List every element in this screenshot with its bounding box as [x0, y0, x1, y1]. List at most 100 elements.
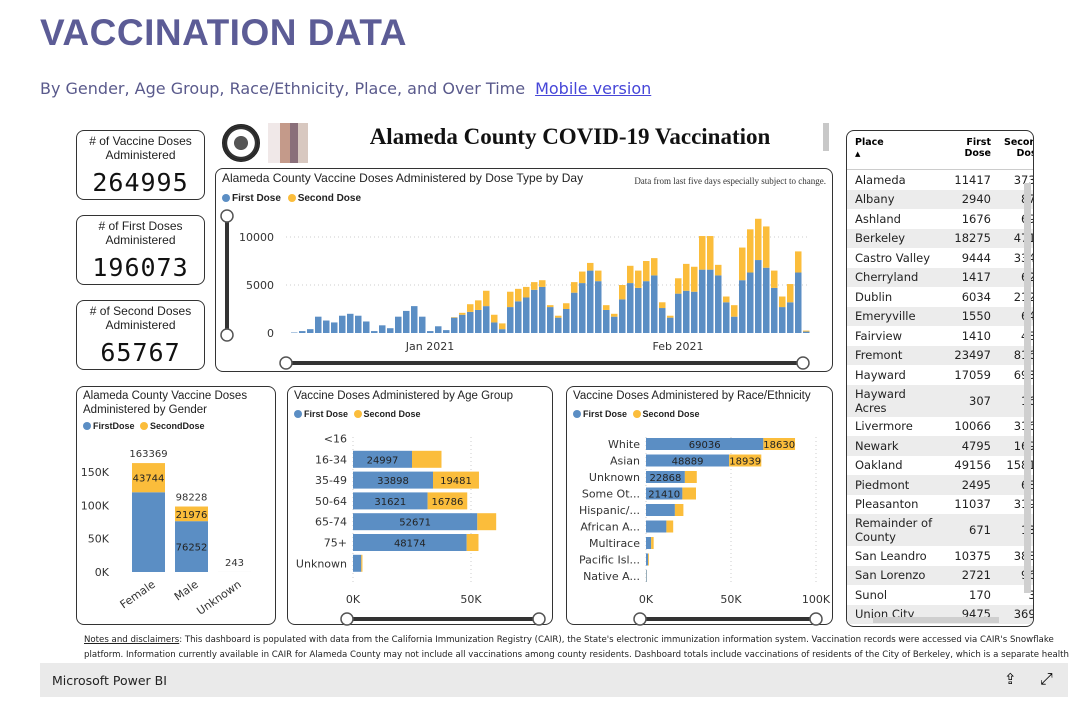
bar-second-dose: [729, 454, 762, 467]
x-range-slider-handle-start[interactable]: [279, 356, 293, 370]
table-row[interactable]: Livermore100663160: [847, 417, 1033, 437]
table-row[interactable]: Dublin60342124: [847, 287, 1033, 307]
place-table[interactable]: Place ▲ First Dose Second Dose Alameda 114…: [846, 130, 1034, 627]
y-category-label: Native A...: [583, 570, 640, 583]
second-dose-label: 19481: [440, 476, 472, 487]
table-row[interactable]: Fairview1410487: [847, 326, 1033, 346]
bar-second-dose: [667, 315, 674, 318]
column-header-first-dose[interactable]: First Dose: [940, 131, 995, 170]
bar-second-dose: [523, 286, 530, 298]
first-dose-cell: 9444: [961, 250, 991, 265]
total-label: 163369: [129, 449, 167, 460]
x-range-slider-handle-end[interactable]: [796, 356, 810, 370]
bar-first-dose: [331, 322, 338, 333]
bar-first-dose: [515, 301, 522, 333]
bar-second-dose: [675, 278, 682, 294]
table-row[interactable]: Cherryland1417628: [847, 267, 1033, 287]
legend-dot-first: [222, 194, 230, 202]
place-cell: Sunol: [855, 587, 888, 602]
bar-second-dose: [491, 314, 498, 323]
bar-second-dose: [427, 492, 468, 510]
bar-second-dose: [747, 229, 754, 273]
bar-first-dose: [363, 321, 370, 333]
bar-first-dose: [411, 306, 418, 333]
bar-first-dose: [132, 492, 165, 572]
dashboard-title: Alameda County COVID-19 Vaccination Dash…: [369, 124, 771, 158]
place-cell: Castro Valley: [855, 250, 931, 265]
place-cell: Cherryland: [847, 267, 941, 287]
bar-second-dose: [175, 506, 208, 522]
table-row[interactable]: Oakland4915615819: [847, 456, 1033, 476]
table-row[interactable]: Berkeley182754710: [847, 228, 1033, 248]
x-range-slider-handle-start[interactable]: [340, 612, 354, 626]
kpi-second-doses: # of Second Doses Administered 65767: [76, 300, 205, 370]
bar-first-dose: [353, 450, 412, 468]
legend-dot-second: [287, 194, 296, 202]
title-scrollbar[interactable]: [823, 123, 829, 151]
place-cell: Ashland: [855, 211, 901, 226]
column-header-second-dose[interactable]: Second Dose: [995, 131, 1033, 170]
bar-second-dose: [555, 315, 562, 318]
y-range-slider-handle-start[interactable]: [220, 209, 234, 223]
y-category-label: African A...: [580, 521, 640, 534]
first-dose-cell: 2495: [940, 475, 995, 495]
chart-legend: First Dose Second Dose: [222, 193, 361, 204]
bar-first-dose: [353, 471, 433, 489]
bar-first-dose: [339, 315, 346, 333]
table-row[interactable]: Fremont234978166: [847, 345, 1033, 365]
y-category-label: 35-49: [315, 474, 347, 487]
place-cell: Hayward: [855, 367, 906, 382]
column-header-place[interactable]: Place ▲: [847, 131, 941, 170]
share-icon[interactable]: ⇪: [1004, 670, 1017, 688]
x-range-slider-handle-start[interactable]: [633, 612, 647, 626]
table-horizontal-scrollbar[interactable]: [873, 617, 999, 623]
table-row[interactable]: Ashland1676694: [847, 209, 1033, 229]
chart-title: Vaccine Doses Administered by Age Group: [294, 390, 514, 402]
first-dose-cell: 17059: [954, 367, 991, 382]
x-range-slider-handle-end[interactable]: [532, 612, 546, 626]
table-row[interactable]: Piedmont2495686: [847, 475, 1033, 495]
first-dose-label: 69036: [689, 440, 721, 451]
mobile-version-link[interactable]: Mobile version: [535, 79, 652, 98]
place-cell: Oakland: [855, 458, 903, 473]
bar-second-dose: [467, 304, 474, 312]
bar-second-dose: [763, 438, 796, 450]
table-row[interactable]: Pleasanton110373192: [847, 495, 1033, 515]
table-row[interactable]: Hayward170596930: [847, 365, 1033, 385]
x-tick-label: 100K: [802, 593, 831, 606]
table-row[interactable]: Hayward Acres307166: [847, 384, 1033, 417]
bar-second-dose: [611, 313, 618, 317]
subtitle-text: By Gender, Age Group, Race/Ethnicity, Pl…: [40, 79, 526, 98]
powerbi-brand-link[interactable]: Microsoft Power BI: [52, 673, 167, 688]
gender-chart: Alameda County Vaccine Doses Administere…: [76, 386, 276, 625]
table-row[interactable]: Castro Valley94443345: [847, 248, 1033, 268]
table-vertical-scrollbar[interactable]: [1024, 183, 1031, 593]
bar-first-dose: [353, 554, 362, 572]
first-dose-cell: 1417: [940, 267, 995, 287]
table-row[interactable]: Albany2940871: [847, 189, 1033, 209]
bar-first-dose: [347, 313, 354, 333]
table-row[interactable]: San Lorenzo2721965: [847, 565, 1033, 585]
y-range-slider-handle-end[interactable]: [220, 328, 234, 342]
bar-second-dose: [731, 305, 738, 317]
bar-second-dose: [666, 520, 674, 533]
table-row[interactable]: Remainder of County671134: [847, 514, 1033, 546]
bar-second-dose: [683, 263, 690, 291]
bar-second-dose: [682, 487, 696, 500]
bar-second-dose: [595, 270, 602, 282]
bar-second-dose: [475, 300, 482, 310]
y-tick-label: 5000: [246, 279, 274, 292]
table-row[interactable]: Newark47951692: [847, 436, 1033, 456]
bar-first-dose: [659, 308, 666, 333]
bar-second-dose: [361, 554, 363, 572]
table-row[interactable]: Sunol 170 39: [847, 585, 1033, 605]
bar-first-dose: [595, 281, 602, 333]
table-row[interactable]: Alameda114173737: [847, 170, 1033, 190]
x-range-slider-handle-end[interactable]: [809, 612, 823, 626]
bar-second-dose: [651, 258, 658, 276]
bar-first-dose: [315, 316, 322, 333]
bar-second-dose: [579, 271, 586, 284]
fullscreen-icon[interactable]: ⤢: [1040, 669, 1053, 688]
table-row[interactable]: San Leandro103753881: [847, 546, 1033, 566]
table-row[interactable]: Emeryville1550641: [847, 306, 1033, 326]
